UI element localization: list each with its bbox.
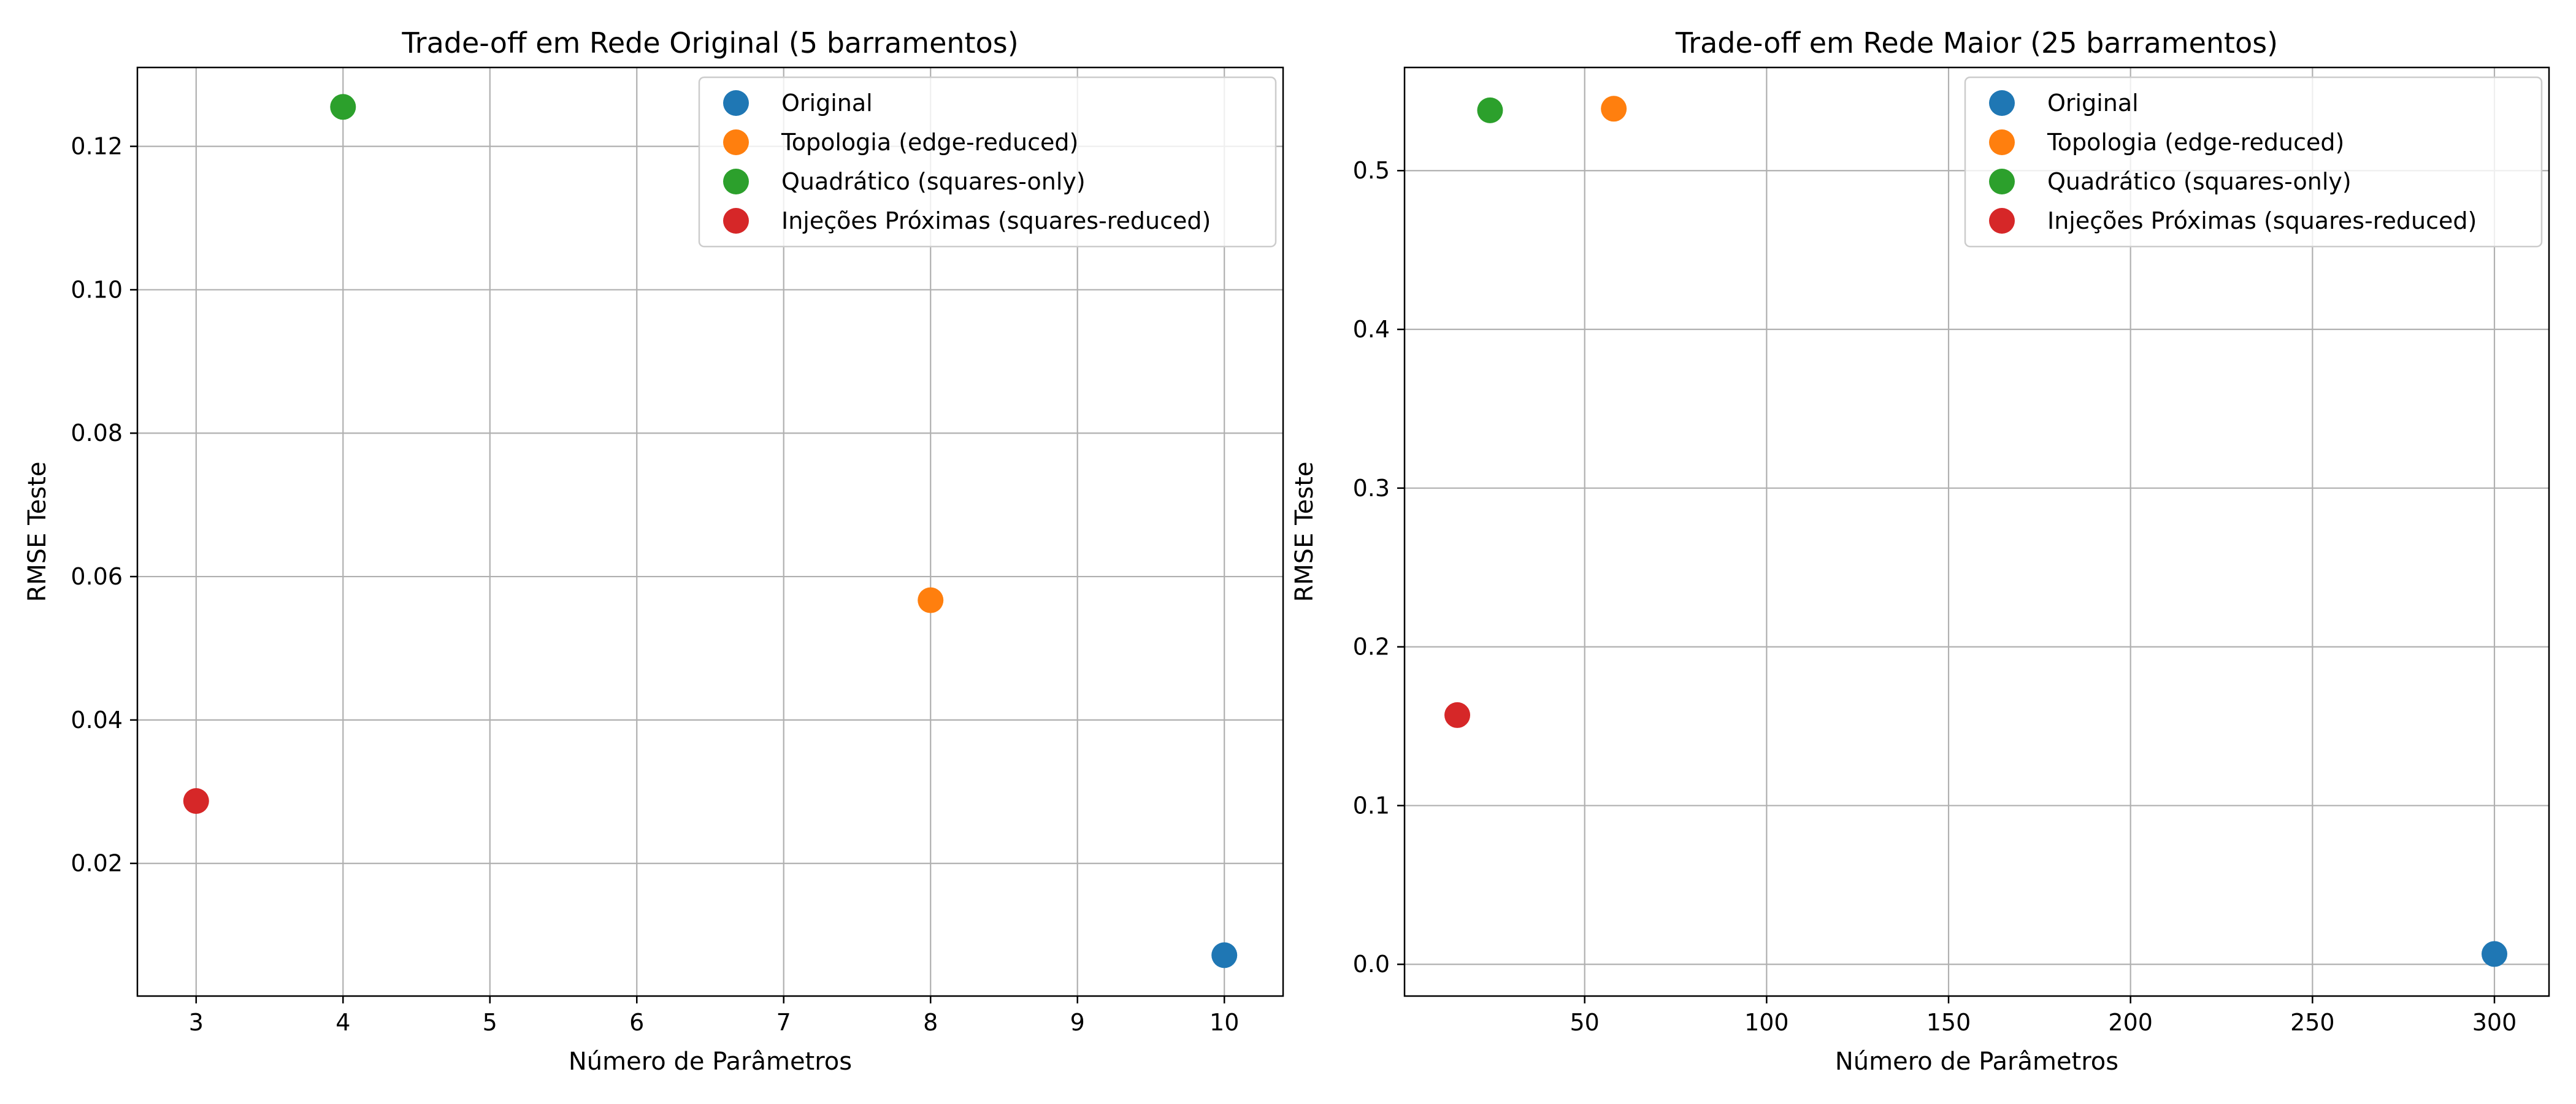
x-tick-label: 5	[483, 1009, 497, 1036]
legend-marker-1	[1989, 90, 2015, 116]
chart-title: Trade-off em Rede Original (5 barramento…	[401, 26, 1018, 59]
legend-label-3: Quadrático (squares-only)	[2047, 168, 2352, 195]
y-tick-label: 0.08	[71, 420, 123, 447]
legend-marker-2	[723, 129, 749, 155]
legend-frame	[1964, 76, 2543, 248]
data-point-3	[1477, 97, 1503, 123]
legend-label-3: Quadrático (squares-only)	[781, 168, 1086, 195]
y-tick-label: 0.06	[71, 563, 123, 590]
y-tick-label: 0.5	[1353, 157, 1390, 184]
y-tick-label: 0.02	[71, 850, 123, 877]
x-tick-label: 100	[1744, 1009, 1789, 1036]
legend-marker-4	[723, 208, 749, 234]
y-axis-label: RMSE Teste	[1290, 461, 1319, 602]
x-tick-label: 300	[2472, 1009, 2517, 1036]
chart-panel-1: 3 4 5 6 7 8 9 10 0.02 0.04 0.06 0.08 0.10 0.12 Trade-o…	[23, 26, 1284, 1076]
legend-label-1: Original	[781, 90, 873, 117]
y-tick-label: 0.12	[71, 133, 123, 160]
plot-frame	[136, 66, 1284, 997]
data-point-1	[1211, 942, 1238, 968]
legend-marker-4	[1989, 208, 2015, 234]
legend: Original Topologia (edge-reduced) Quadráti…	[1964, 76, 2543, 248]
x-axis-label: Número de Parâmetros	[569, 1048, 852, 1076]
data-point-1	[2482, 941, 2508, 967]
legend: Original Topologia (edge-reduced) Quadráti…	[698, 76, 1277, 248]
data-point-3	[330, 94, 356, 120]
legend-label-1: Original	[2047, 90, 2139, 117]
legend-label-2: Topologia (edge-reduced)	[2047, 129, 2344, 156]
y-tick-label: 0.04	[71, 707, 123, 734]
legend-marker-2	[1989, 129, 2015, 155]
plot-frame	[1403, 66, 2550, 997]
x-tick-label: 9	[1070, 1009, 1085, 1036]
legend-label-4: Injeções Próximas (squares-reduced)	[2047, 207, 2477, 234]
y-tick-label: 0.0	[1353, 951, 1390, 978]
data-point-2	[1601, 96, 1627, 122]
x-tick-label: 10	[1209, 1009, 1239, 1036]
x-tick-label: 7	[776, 1009, 791, 1036]
data-point-2	[918, 587, 944, 613]
y-tick-label: 0.2	[1353, 634, 1390, 661]
x-tick-label: 8	[923, 1009, 938, 1036]
legend-label-2: Topologia (edge-reduced)	[781, 129, 1078, 156]
x-tick-label: 50	[1570, 1009, 1600, 1036]
data-point-4	[183, 788, 209, 815]
y-tick-label: 0.3	[1353, 475, 1390, 502]
x-tick-label: 150	[1926, 1009, 1971, 1036]
y-tick-label: 0.10	[71, 276, 123, 303]
x-tick-label: 200	[2108, 1009, 2153, 1036]
data-point-4	[1444, 702, 1471, 728]
legend-marker-1	[723, 90, 749, 116]
x-tick-label: 4	[335, 1009, 350, 1036]
y-axis-label: RMSE Teste	[23, 461, 52, 602]
y-tick-label: 0.4	[1353, 316, 1390, 343]
x-tick-label: 6	[629, 1009, 644, 1036]
legend-marker-3	[723, 169, 749, 194]
chart-title: Trade-off em Rede Maior (25 barramentos)	[1675, 26, 2278, 59]
x-tick-label: 250	[2290, 1009, 2335, 1036]
legend-frame	[698, 76, 1277, 248]
x-axis-label: Número de Parâmetros	[1835, 1048, 2118, 1076]
y-tick-label: 0.1	[1353, 792, 1390, 819]
chart-panel-2: 50 100 150 200 250 300 0.0 0.1 0.2 0.3 0.4 0.5 Trade…	[1290, 26, 2550, 1076]
legend-label-4: Injeções Próximas (squares-reduced)	[781, 207, 1211, 234]
x-tick-label: 3	[189, 1009, 204, 1036]
legend-marker-3	[1989, 169, 2015, 194]
